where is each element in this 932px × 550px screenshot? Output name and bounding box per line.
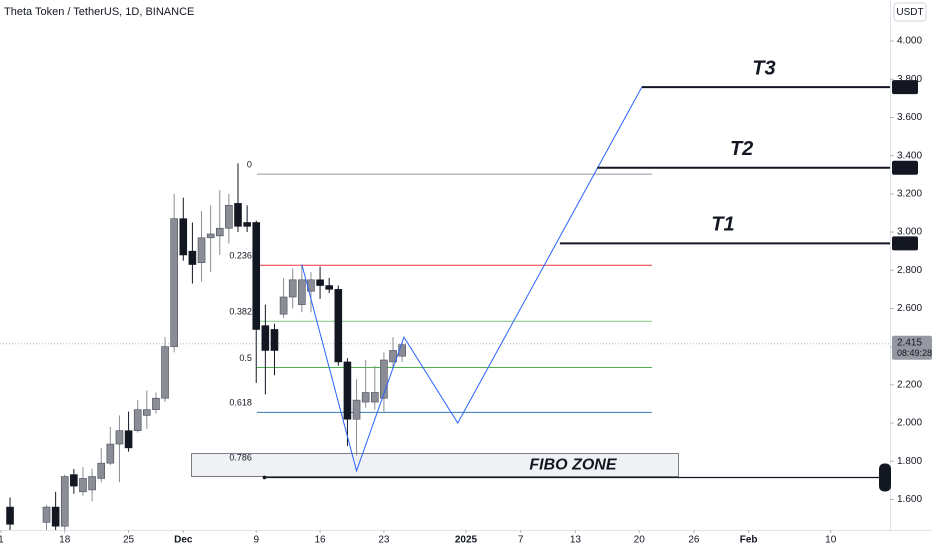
candle-body xyxy=(316,279,324,286)
candle-body xyxy=(88,476,96,491)
fib-ratio: 0.382 xyxy=(229,307,252,317)
target-price: 2.941 xyxy=(894,238,917,248)
y-tick-label: 2.600 xyxy=(897,303,922,314)
candle-body xyxy=(124,430,133,449)
fib-ratio: 0 xyxy=(247,160,252,170)
target-name: T2 xyxy=(730,138,753,160)
candle-body xyxy=(42,506,51,523)
candle-body xyxy=(298,279,306,305)
candle-body xyxy=(243,222,251,227)
x-tick-label: Feb xyxy=(740,535,758,546)
candle-body xyxy=(288,279,297,298)
fibo-zone-label: FIBO ZONE xyxy=(529,456,617,473)
candle-body xyxy=(380,359,388,399)
candle-body xyxy=(343,361,352,420)
projection-path xyxy=(301,86,643,473)
candle-body xyxy=(133,409,142,431)
y-tick-label: 3.000 xyxy=(897,227,922,238)
target-name: T1 xyxy=(711,214,734,236)
y-tick-label: 1.800 xyxy=(897,456,922,467)
candle-body xyxy=(334,289,343,363)
candle-body xyxy=(106,443,115,464)
candle-body xyxy=(225,205,233,229)
target-price-box xyxy=(892,236,918,251)
candle-body xyxy=(206,233,215,239)
x-tick-label: 25 xyxy=(123,535,135,546)
candle-body xyxy=(389,350,397,363)
candle-body xyxy=(361,392,370,403)
candle-body xyxy=(60,476,69,527)
x-tick-label: 9 xyxy=(253,535,259,546)
y-tick-label: 1.600 xyxy=(897,494,922,505)
candle-body xyxy=(97,462,106,479)
candle-body xyxy=(6,506,14,525)
x-tick-label: 23 xyxy=(378,535,390,546)
y-tick-label: 2.000 xyxy=(897,418,922,429)
candle-body xyxy=(215,227,224,237)
candle-body xyxy=(252,222,261,330)
x-tick-label: 16 xyxy=(315,535,327,546)
candle-body xyxy=(115,430,124,445)
fib-ratio: 0.236 xyxy=(229,251,252,261)
candle-body xyxy=(279,296,288,315)
candle-body xyxy=(370,392,379,403)
y-tick-label: 3.400 xyxy=(897,150,922,161)
candle-body xyxy=(261,325,270,351)
x-tick-label: 10 xyxy=(825,535,837,546)
x-tick-label: 2025 xyxy=(455,535,478,546)
countdown: 08:49:28 xyxy=(897,348,932,358)
target-price-box xyxy=(892,80,918,95)
target-price: 3.759 xyxy=(894,82,917,92)
y-tick-label: 3.800 xyxy=(897,74,922,85)
candle-body xyxy=(270,329,279,351)
x-tick-label: 18 xyxy=(59,535,71,546)
candle-body xyxy=(170,218,178,347)
target-price-box xyxy=(892,160,918,175)
y-tick-label: 4.000 xyxy=(897,36,922,47)
y-tick-label: 2.200 xyxy=(897,379,922,390)
last-price: 2.415 xyxy=(897,337,922,348)
y-tick-label: 3.200 xyxy=(897,188,922,199)
candle-body xyxy=(398,344,406,357)
currency-box[interactable] xyxy=(893,2,927,22)
marker-handle xyxy=(879,463,891,492)
candle-body xyxy=(352,399,361,420)
x-tick-label: 26 xyxy=(688,535,700,546)
last-price-box xyxy=(892,335,932,360)
target-name: T3 xyxy=(752,57,775,79)
candle-body xyxy=(188,250,197,265)
fib-ratio: 0.5 xyxy=(239,353,252,363)
x-tick-label: 13 xyxy=(570,535,582,546)
target-price: 3.337 xyxy=(894,163,917,173)
x-tick-label: 20 xyxy=(634,535,646,546)
y-tick-label: 2.800 xyxy=(897,265,922,276)
candle-body xyxy=(79,478,87,493)
candle-body xyxy=(161,346,169,399)
candle-body xyxy=(234,203,242,227)
x-tick-label: Dec xyxy=(174,535,193,546)
candle-body xyxy=(325,285,333,290)
candle-body xyxy=(70,474,78,487)
fibo-zone xyxy=(191,453,679,477)
marker-dot xyxy=(262,475,267,480)
currency[interactable]: USDT xyxy=(896,7,923,18)
candle-body xyxy=(51,506,60,527)
x-tick-label: 1 xyxy=(0,535,4,546)
fib-ratio: 0.786 xyxy=(229,452,252,462)
x-tick-label: 7 xyxy=(518,535,524,546)
candle-body xyxy=(143,409,151,416)
candle-body xyxy=(179,218,188,256)
y-tick-label: 3.600 xyxy=(897,112,922,123)
fib-ratio: 0.618 xyxy=(229,398,252,408)
chart-title: Theta Token / TetherUS, 1D, BINANCE xyxy=(4,6,194,18)
candle-body xyxy=(197,237,206,263)
candle-body xyxy=(152,397,160,410)
